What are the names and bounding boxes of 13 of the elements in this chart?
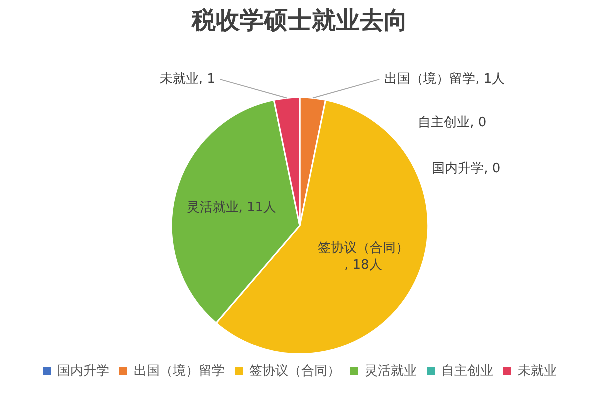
legend-label: 灵活就业 (365, 364, 417, 379)
legend-label: 出国（境）留学 (134, 362, 225, 379)
chart-title: 税收学硕士就业去向 (191, 6, 408, 35)
legend-label: 未就业 (518, 364, 557, 379)
data-label: 未就业, 1 (160, 72, 216, 87)
legend-label: 国内升学 (58, 364, 110, 379)
data-label: 签协议（合同）, 18人 (318, 240, 409, 273)
data-label: 灵活就业, 11人 (186, 200, 277, 216)
legend-label: 签协议（合同） (250, 364, 340, 379)
text: 自主创业, 0 (418, 116, 487, 131)
text: 国内升学, 0 (432, 162, 501, 177)
legend-label: 自主创业 (442, 362, 494, 379)
data-label: 出国（境）留学, 1人 (384, 70, 506, 87)
